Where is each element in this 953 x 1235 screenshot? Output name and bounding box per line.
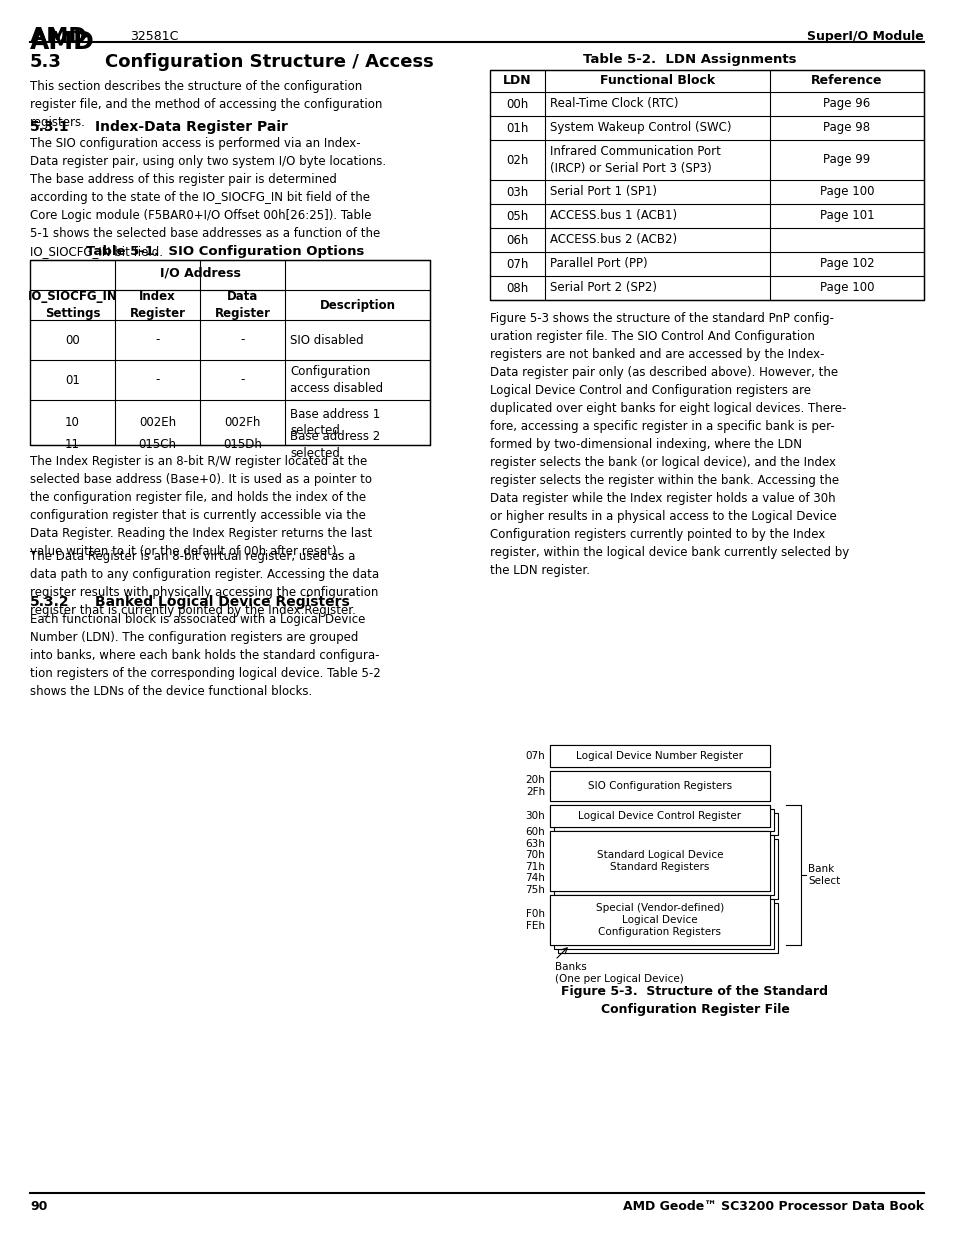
Text: Standard Logical Device
Standard Registers: Standard Logical Device Standard Registe…: [597, 850, 722, 872]
Text: 60h
63h
70h
71h
74h
75h: 60h 63h 70h 71h 74h 75h: [524, 827, 544, 895]
Text: F0h
FEh: F0h FEh: [525, 909, 544, 931]
Text: Page 98: Page 98: [822, 121, 870, 135]
Text: Base address 2
selected: Base address 2 selected: [290, 430, 380, 459]
Text: 20h
2Fh: 20h 2Fh: [525, 776, 544, 797]
Text: AMD Geode™ SC3200 Processor Data Book: AMD Geode™ SC3200 Processor Data Book: [622, 1200, 923, 1213]
Bar: [550, 805, 769, 827]
Text: Description: Description: [319, 299, 395, 311]
Text: Table 5-2.  LDN Assignments: Table 5-2. LDN Assignments: [582, 53, 796, 65]
Bar: [550, 745, 769, 767]
Text: This section describes the structure of the configuration
register file, and the: This section describes the structure of …: [30, 80, 382, 128]
Text: Banks
(One per Logical Device): Banks (One per Logical Device): [555, 962, 683, 984]
Text: Data
Register: Data Register: [214, 290, 271, 320]
Text: Reference: Reference: [810, 74, 882, 88]
Text: AMD: AMD: [30, 30, 94, 54]
Bar: [558, 839, 778, 899]
Text: Figure 5-3 shows the structure of the standard PnP config-
uration register file: Figure 5-3 shows the structure of the st…: [490, 312, 848, 577]
Text: I/O Address: I/O Address: [159, 267, 240, 279]
Text: 002Fh: 002Fh: [224, 416, 260, 429]
Text: 00: 00: [65, 333, 80, 347]
Text: 10: 10: [65, 416, 80, 429]
Text: SIO disabled: SIO disabled: [290, 333, 363, 347]
Text: Banked Logical Device Registers: Banked Logical Device Registers: [95, 595, 350, 609]
Text: Figure 5-3.  Structure of the Standard
Configuration Register File: Figure 5-3. Structure of the Standard Co…: [561, 986, 827, 1016]
Bar: [550, 771, 769, 802]
Text: SIO Configuration Registers: SIO Configuration Registers: [587, 781, 731, 790]
Text: AMD: AMD: [30, 27, 88, 47]
Text: -: -: [155, 333, 159, 347]
Text: 30h: 30h: [525, 811, 544, 821]
Text: Index-Data Register Pair: Index-Data Register Pair: [95, 120, 288, 135]
Bar: [550, 771, 769, 802]
Text: The SIO configuration access is performed via an Index-
Data register pair, usin: The SIO configuration access is performe…: [30, 137, 386, 258]
Text: 08h: 08h: [506, 282, 528, 294]
Text: Infrared Communication Port
(IRCP) or Serial Port 3 (SP3): Infrared Communication Port (IRCP) or Se…: [550, 144, 720, 175]
Text: 32581C: 32581C: [130, 30, 178, 43]
Text: Page 102: Page 102: [819, 258, 873, 270]
Text: Configuration
access disabled: Configuration access disabled: [290, 366, 383, 395]
Text: -: -: [240, 373, 244, 387]
Text: Logical Device Number Register: Logical Device Number Register: [576, 751, 742, 761]
Bar: [550, 805, 769, 827]
Text: 01: 01: [65, 373, 80, 387]
Text: 015Dh: 015Dh: [223, 438, 262, 452]
Text: Bank
Select: Bank Select: [807, 863, 840, 887]
Bar: [558, 813, 778, 835]
Text: 90: 90: [30, 1200, 48, 1213]
Bar: [554, 809, 773, 831]
Text: 5.3: 5.3: [30, 53, 62, 70]
Bar: [550, 831, 769, 890]
Bar: [550, 831, 769, 890]
Text: Each functional block is associated with a Logical Device
Number (LDN). The conf: Each functional block is associated with…: [30, 613, 380, 698]
Text: SuperI/O Module: SuperI/O Module: [806, 30, 923, 43]
Text: Page 101: Page 101: [819, 210, 873, 222]
Text: 5.3.2: 5.3.2: [30, 595, 70, 609]
Text: ACCESS.bus 2 (ACB2): ACCESS.bus 2 (ACB2): [550, 233, 677, 247]
Text: Logical Device Control Register: Logical Device Control Register: [578, 811, 740, 821]
Text: 07h: 07h: [525, 751, 544, 761]
Text: 5.3.1: 5.3.1: [30, 120, 70, 135]
Text: Special (Vendor-defined)
Logical Device
Configuration Registers: Special (Vendor-defined) Logical Device …: [596, 903, 723, 937]
Text: System Wakeup Control (SWC): System Wakeup Control (SWC): [550, 121, 731, 135]
Text: Serial Port 1 (SP1): Serial Port 1 (SP1): [550, 185, 657, 199]
Bar: [550, 745, 769, 767]
Text: 015Ch: 015Ch: [138, 438, 176, 452]
Text: Serial Port 2 (SP2): Serial Port 2 (SP2): [550, 282, 657, 294]
Bar: [30, 261, 430, 445]
Text: 07h: 07h: [506, 258, 528, 270]
Text: The Index Register is an 8-bit R/W register located at the
selected base address: The Index Register is an 8-bit R/W regis…: [30, 454, 372, 558]
Text: Page 96: Page 96: [822, 98, 870, 110]
Text: Base address 1
selected: Base address 1 selected: [290, 408, 380, 437]
Text: Page 100: Page 100: [819, 185, 873, 199]
Bar: [490, 70, 923, 300]
Text: Table 5-1.  SIO Configuration Options: Table 5-1. SIO Configuration Options: [86, 245, 364, 258]
Text: Real-Time Clock (RTC): Real-Time Clock (RTC): [550, 98, 678, 110]
Bar: [558, 903, 778, 953]
Bar: [554, 899, 773, 948]
Text: Page 100: Page 100: [819, 282, 873, 294]
Text: -: -: [240, 333, 244, 347]
Text: 03h: 03h: [506, 185, 528, 199]
Text: Parallel Port (PP): Parallel Port (PP): [550, 258, 647, 270]
Bar: [550, 895, 769, 945]
Text: 002Eh: 002Eh: [139, 416, 176, 429]
Text: IO_SIOCFG_IN
Settings: IO_SIOCFG_IN Settings: [28, 290, 117, 320]
Text: 06h: 06h: [506, 233, 528, 247]
Text: ACCESS.bus 1 (ACB1): ACCESS.bus 1 (ACB1): [550, 210, 677, 222]
Text: The Data Register is an 8-bit virtual register, used as a
data path to any confi: The Data Register is an 8-bit virtual re…: [30, 550, 378, 618]
Text: 11: 11: [65, 438, 80, 452]
Bar: [554, 835, 773, 895]
Text: Configuration Structure / Access: Configuration Structure / Access: [105, 53, 434, 70]
Text: Functional Block: Functional Block: [599, 74, 715, 88]
Text: LDN: LDN: [502, 74, 531, 88]
Text: 05h: 05h: [506, 210, 528, 222]
Text: Index
Register: Index Register: [130, 290, 185, 320]
Text: Page 99: Page 99: [822, 153, 870, 167]
Text: 00h: 00h: [506, 98, 528, 110]
Bar: [550, 895, 769, 945]
Text: -: -: [155, 373, 159, 387]
Text: 02h: 02h: [506, 153, 528, 167]
Text: 01h: 01h: [506, 121, 528, 135]
